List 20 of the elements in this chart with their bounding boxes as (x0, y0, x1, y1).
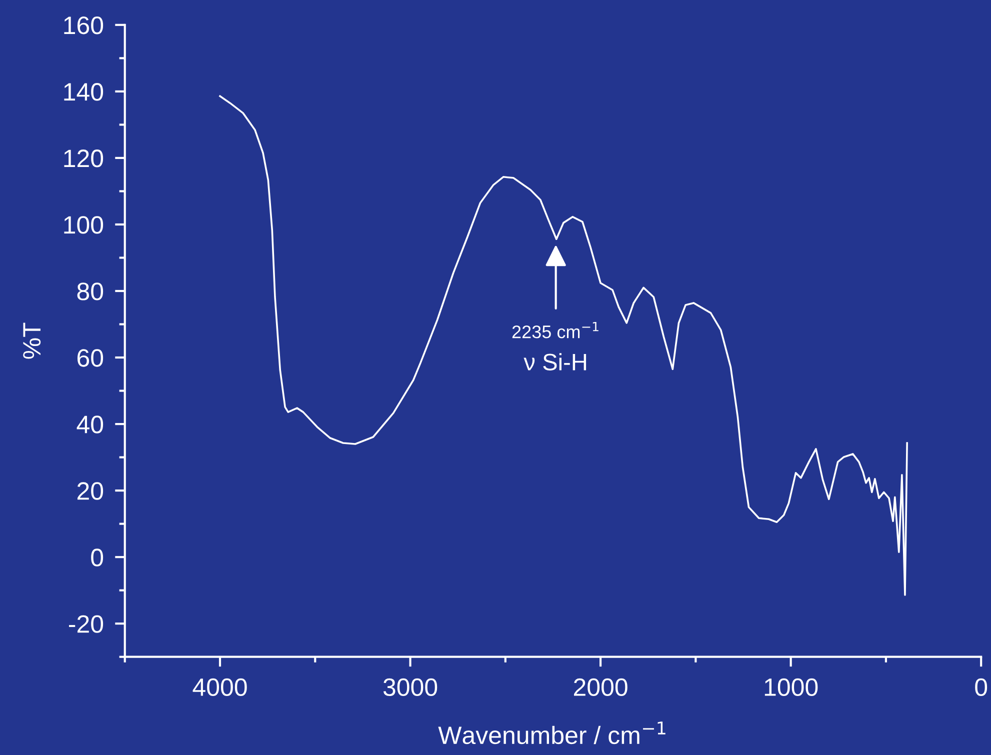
y-tick-label: 140 (64, 83, 104, 101)
y-tick-label: 0 (91, 548, 104, 566)
y-tick-label: 20 (77, 482, 104, 500)
y-tick-label: 100 (64, 216, 104, 234)
y-axis-title: %T (23, 322, 41, 359)
x-tick-label: 3000 (383, 678, 438, 696)
annotation: 2235 cm$^{−1}$ (512, 322, 598, 338)
line-series (219, 95, 908, 596)
annotation: ν Si-H (524, 353, 586, 370)
x-tick-label: 2000 (574, 678, 628, 696)
y-tick-label: 120 (64, 150, 104, 168)
y-tick-label: -20 (69, 615, 104, 633)
x-tick-label: 4000 (192, 678, 247, 696)
x-tick-label: 1000 (764, 678, 818, 696)
y-tick-label: 60 (78, 349, 104, 367)
y-tick-label: 80 (77, 282, 104, 300)
x-tick-label: 0 (975, 678, 988, 696)
y-tick-label: 160 (64, 16, 104, 34)
x-axis-title: Wavenumber / cm$^{−1}$ (438, 722, 666, 744)
y-tick-label: 40 (76, 416, 104, 434)
